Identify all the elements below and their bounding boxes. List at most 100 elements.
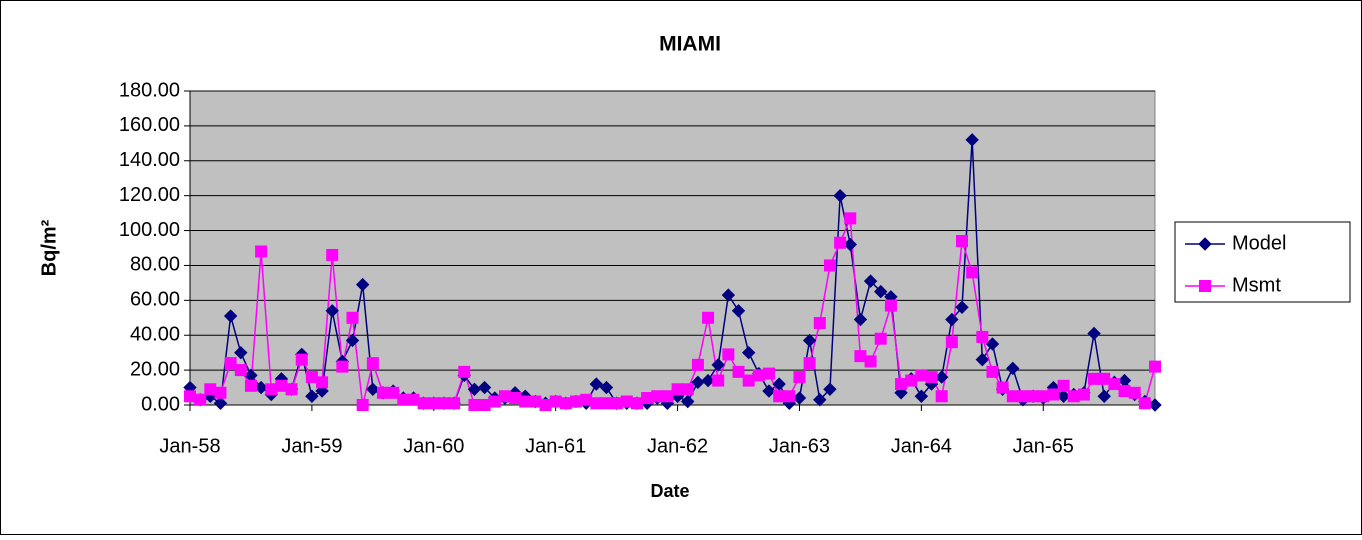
data-point xyxy=(468,399,481,411)
data-point xyxy=(975,352,990,367)
y-tick-label: 100.00 xyxy=(119,219,180,241)
data-point xyxy=(863,274,878,288)
y-tick-label: 160.00 xyxy=(119,114,180,136)
data-point xyxy=(661,390,674,403)
data-point xyxy=(1097,389,1111,403)
data-point xyxy=(599,380,614,395)
data-point xyxy=(651,390,664,403)
data-point xyxy=(355,277,370,292)
data-point xyxy=(711,358,725,372)
data-point xyxy=(1108,378,1121,391)
data-point xyxy=(407,393,420,406)
data-point xyxy=(214,386,227,399)
data-point xyxy=(1077,388,1090,401)
data-point xyxy=(244,379,257,392)
x-tick-label: Jan-65 xyxy=(1013,435,1074,457)
x-tick-label: Jan-62 xyxy=(647,435,708,457)
data-point xyxy=(925,371,938,384)
data-point xyxy=(905,374,918,387)
data-point xyxy=(295,353,308,366)
data-point xyxy=(884,299,897,312)
data-point xyxy=(793,371,806,384)
data-point xyxy=(712,374,725,387)
data-point xyxy=(935,390,948,403)
data-point xyxy=(1138,397,1151,410)
data-point xyxy=(600,397,613,410)
data-point xyxy=(874,284,888,299)
data-point xyxy=(234,345,248,360)
data-point xyxy=(285,383,298,396)
data-point xyxy=(387,386,400,399)
data-point xyxy=(823,259,836,272)
data-point xyxy=(914,389,929,403)
data-point xyxy=(691,358,704,371)
data-point xyxy=(783,390,796,403)
data-point xyxy=(204,383,217,396)
y-tick-label: 140.00 xyxy=(119,149,180,171)
data-point xyxy=(742,374,755,387)
plot-area xyxy=(189,90,1156,406)
data-point xyxy=(772,377,786,391)
data-point xyxy=(325,304,339,318)
x-tick-label: Jan-60 xyxy=(403,435,464,457)
data-point xyxy=(864,355,877,368)
data-point xyxy=(1148,398,1162,412)
data-point xyxy=(763,367,775,380)
data-point xyxy=(590,397,603,410)
data-point xyxy=(345,333,360,348)
data-point xyxy=(255,245,268,258)
data-point xyxy=(965,133,979,147)
x-tick-label: Jan-61 xyxy=(525,435,586,457)
data-point xyxy=(509,392,522,405)
data-point xyxy=(813,317,826,330)
data-point xyxy=(224,357,237,370)
data-point xyxy=(722,348,735,361)
data-point xyxy=(671,383,684,396)
legend-label: Msmt xyxy=(1232,274,1281,296)
x-tick-label: Jan-64 xyxy=(891,435,952,457)
data-point xyxy=(813,393,827,407)
data-point xyxy=(488,395,501,408)
data-point xyxy=(803,357,816,370)
data-point xyxy=(752,369,765,382)
data-point xyxy=(1098,372,1111,385)
data-point xyxy=(275,379,288,392)
data-point xyxy=(976,330,989,343)
data-point xyxy=(1128,386,1141,399)
data-point xyxy=(966,266,979,279)
data-point xyxy=(305,389,319,403)
data-point xyxy=(223,309,238,323)
data-point xyxy=(336,360,349,373)
data-point xyxy=(721,288,736,302)
data-point xyxy=(529,395,542,408)
data-point xyxy=(477,380,492,395)
data-point xyxy=(559,397,572,410)
data-point xyxy=(265,383,278,396)
data-point xyxy=(437,397,450,410)
data-point xyxy=(1037,390,1050,403)
data-point xyxy=(580,393,593,406)
y-tick-label: 180.00 xyxy=(119,79,180,101)
data-point xyxy=(397,393,410,406)
data-point xyxy=(254,380,268,395)
y-tick-label: 80.00 xyxy=(130,254,180,276)
legend-marker xyxy=(1198,237,1212,251)
data-point xyxy=(1149,360,1161,373)
data-point xyxy=(641,392,654,405)
x-tick-label: Jan-63 xyxy=(769,435,830,457)
data-point xyxy=(417,397,430,410)
data-point xyxy=(874,332,887,345)
x-axis-title: Date xyxy=(650,481,689,501)
data-point xyxy=(377,386,389,399)
data-point xyxy=(448,397,461,410)
data-point xyxy=(833,188,847,203)
legend-label: Model xyxy=(1232,232,1286,254)
data-point xyxy=(1057,379,1070,392)
data-point xyxy=(945,336,958,349)
data-point xyxy=(1047,388,1060,401)
x-tick-label: Jan-58 xyxy=(159,435,220,457)
data-point xyxy=(194,393,207,406)
y-tick-label: 60.00 xyxy=(130,289,180,311)
data-point xyxy=(1118,385,1131,398)
data-point xyxy=(539,399,552,411)
